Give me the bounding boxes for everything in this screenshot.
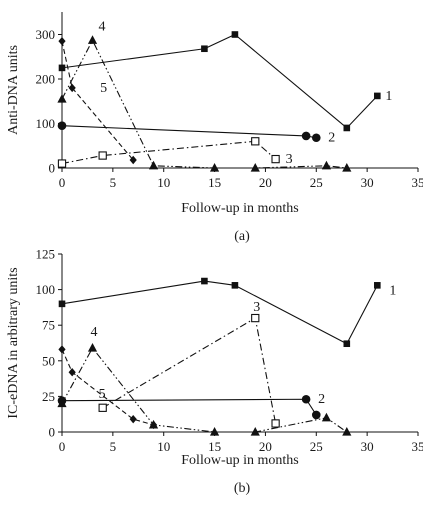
x-tick-label: 10 [157, 175, 170, 190]
x-tick-label: 35 [412, 439, 423, 454]
series-label: 2 [318, 392, 325, 407]
series-label: 1 [385, 89, 392, 104]
y-tick-label: 100 [36, 282, 56, 297]
data-point [59, 301, 66, 308]
series-line [62, 40, 347, 168]
y-tick-label: 100 [36, 116, 56, 131]
data-point [302, 132, 311, 141]
series-line [62, 349, 154, 424]
series-5: 5 [58, 37, 136, 164]
data-point [201, 45, 208, 52]
series-label: 5 [100, 81, 107, 96]
data-point [99, 152, 106, 159]
x-tick-label: 25 [310, 439, 323, 454]
data-point [322, 161, 331, 170]
data-point [58, 345, 65, 353]
x-tick-label: 35 [412, 175, 423, 190]
x-tick-label: 5 [110, 175, 117, 190]
data-point [344, 125, 351, 132]
data-point [312, 133, 321, 142]
series-1: 1 [59, 31, 393, 131]
data-point [149, 161, 158, 170]
series-line [62, 35, 377, 128]
data-point [130, 415, 137, 423]
series-3: 3 [99, 300, 279, 427]
y-tick-label: 25 [42, 389, 55, 404]
x-tick-label: 20 [259, 439, 272, 454]
x-tick-label: 0 [59, 439, 66, 454]
data-point [58, 37, 65, 45]
series-1: 1 [59, 278, 397, 347]
series-line [62, 126, 316, 138]
data-point [252, 314, 259, 321]
series-2: 2 [58, 121, 336, 145]
x-tick-label: 15 [208, 175, 221, 190]
data-point [302, 395, 311, 404]
x-tick-label: 30 [361, 175, 374, 190]
data-point [374, 93, 381, 100]
series-line [62, 281, 377, 344]
data-point [58, 160, 65, 167]
x-tick-label: 5 [110, 439, 117, 454]
panel-label: (b) [234, 481, 251, 496]
data-point [99, 404, 106, 411]
data-point [88, 343, 97, 352]
y-tick-label: 0 [49, 161, 56, 176]
series-line [103, 318, 276, 423]
data-point [272, 420, 279, 427]
series-5: 5 [58, 345, 157, 429]
data-point [201, 278, 208, 285]
data-point [251, 163, 260, 172]
x-tick-label: 0 [59, 175, 66, 190]
y-tick-label: 75 [42, 318, 55, 333]
axes [62, 12, 418, 168]
data-point [210, 163, 219, 172]
series-label: 5 [99, 387, 106, 402]
series-label: 2 [328, 131, 335, 146]
series-line [62, 41, 133, 160]
x-tick-label: 15 [208, 439, 221, 454]
data-point [312, 411, 321, 420]
data-point [374, 282, 381, 289]
data-point [58, 121, 67, 130]
series-label: 3 [253, 300, 260, 315]
data-point [232, 282, 239, 289]
x-tick-label: 10 [157, 439, 170, 454]
series-line [62, 141, 276, 163]
y-axis-title: Anti-DNA units [6, 45, 21, 135]
y-tick-label: 200 [36, 72, 56, 87]
data-point [57, 94, 66, 103]
data-point [322, 413, 331, 422]
axes [62, 254, 418, 432]
series-label: 3 [286, 152, 293, 167]
series-label: 4 [91, 325, 98, 340]
data-point [88, 35, 97, 44]
y-tick-label: 0 [49, 425, 56, 440]
x-tick-label: 20 [259, 175, 272, 190]
y-tick-label: 50 [42, 353, 55, 368]
y-tick-label: 125 [36, 247, 56, 262]
data-point [344, 340, 351, 347]
y-tick-label: 300 [36, 27, 56, 42]
series-label: 1 [389, 283, 396, 298]
x-tick-label: 30 [361, 439, 374, 454]
series-3: 3 [58, 138, 292, 167]
x-axis-title: Follow-up in months [181, 201, 298, 216]
data-point [272, 156, 279, 163]
data-point [69, 368, 76, 376]
panel-label: (a) [234, 229, 250, 244]
y-axis-title: IC-eDNA in arbitrary units [6, 267, 21, 418]
data-point [59, 65, 66, 72]
x-tick-label: 25 [310, 175, 323, 190]
data-point [232, 31, 239, 38]
data-point [342, 427, 351, 436]
x-axis-title: Follow-up in months [181, 453, 298, 468]
series-label: 4 [99, 19, 106, 34]
data-point [252, 138, 259, 145]
series-4: 4 [57, 325, 351, 436]
